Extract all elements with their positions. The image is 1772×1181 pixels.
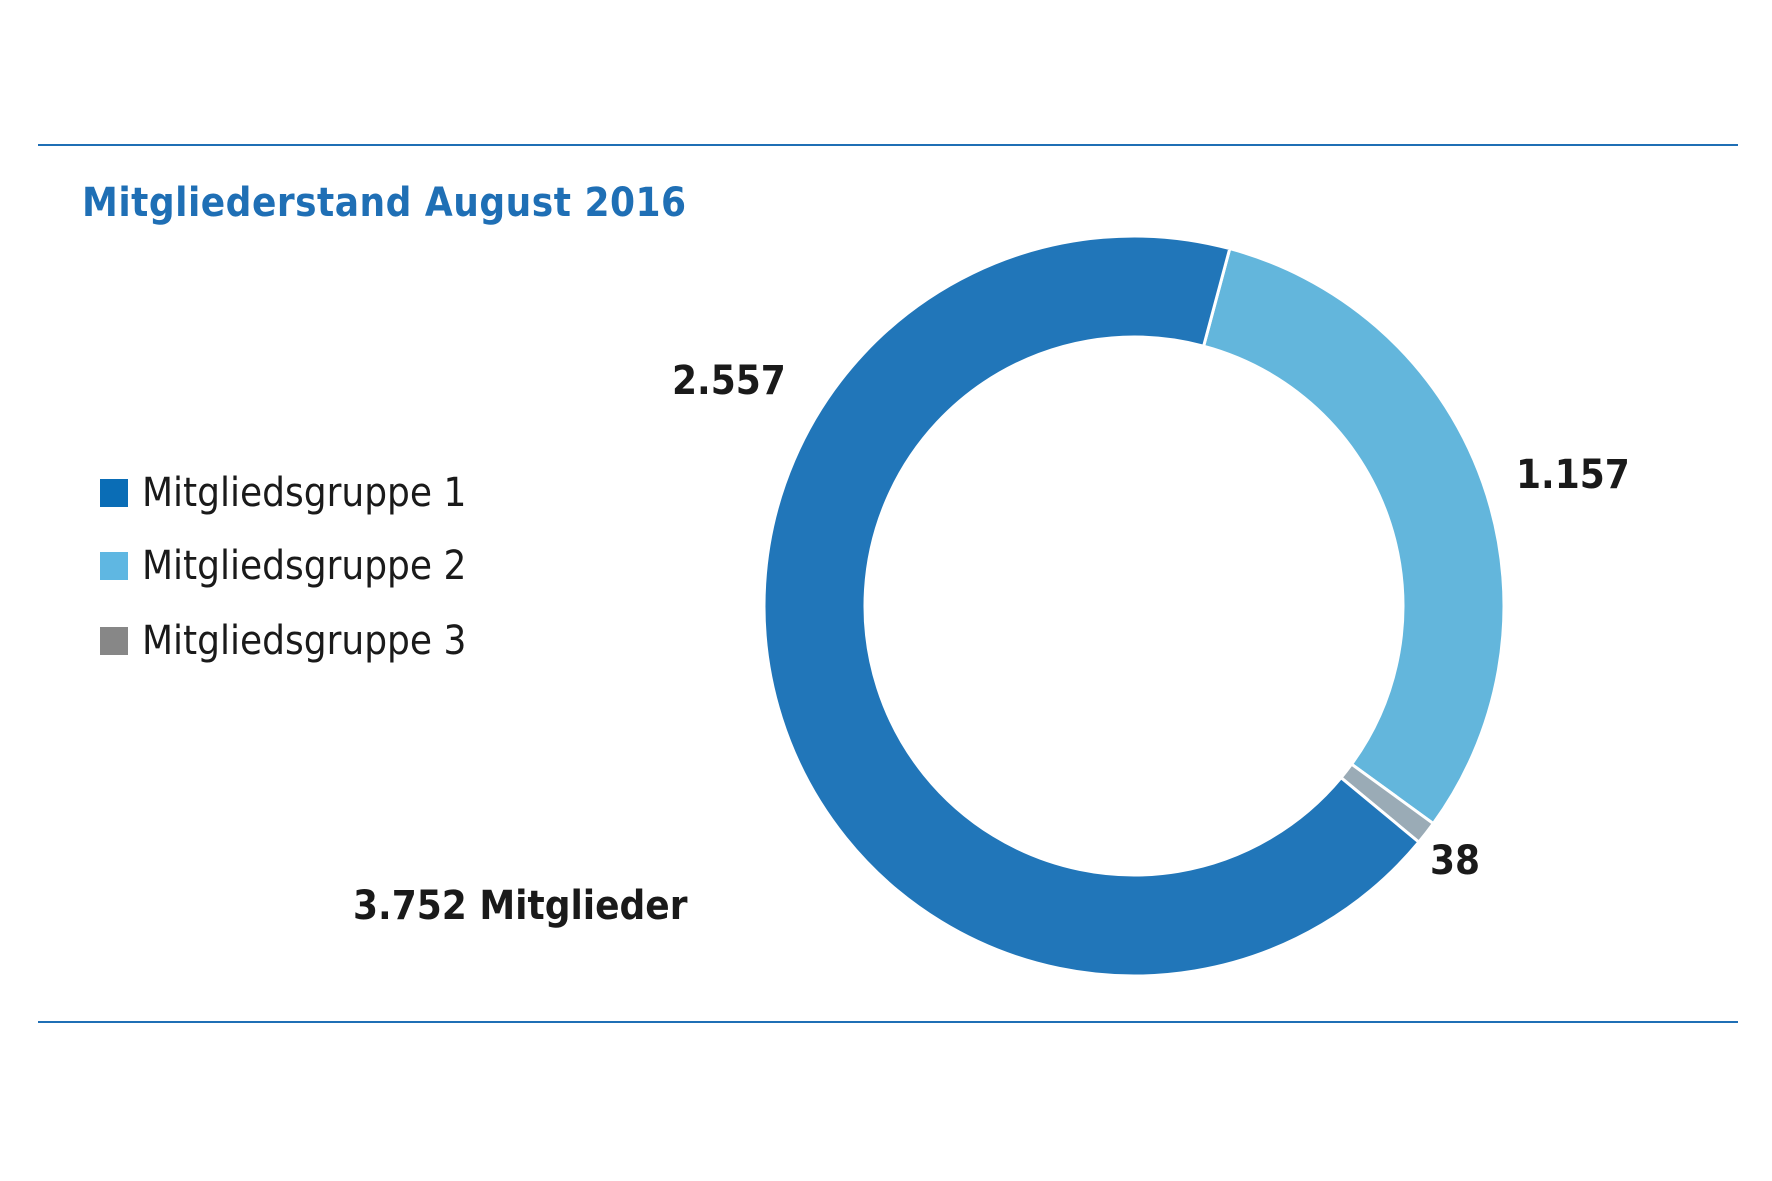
top-rule [38,144,1738,146]
chart-title: Mitgliederstand August 2016 [82,180,687,226]
legend-item-1: Mitgliedsgruppe 1 [100,470,466,516]
total-label: 3.752 Mitglieder [353,883,688,929]
legend-swatch-2 [100,552,128,580]
donut-slice-group-2 [1201,246,1506,826]
data-label-group-2: 1.157 [1516,452,1630,498]
legend-swatch-1 [100,479,128,507]
legend-item-3: Mitgliedsgruppe 3 [100,618,466,664]
legend-label-2: Mitgliedsgruppe 2 [142,543,467,589]
legend-label-1: Mitgliedsgruppe 1 [142,470,467,516]
legend-item-2: Mitgliedsgruppe 2 [100,543,466,589]
legend-swatch-3 [100,627,128,655]
bottom-rule [38,1021,1738,1023]
data-label-group-3: 38 [1430,838,1481,884]
data-label-group-1: 2.557 [672,358,786,404]
legend-label-3: Mitgliedsgruppe 3 [142,618,467,664]
donut-slice-group-1 [762,234,1421,978]
